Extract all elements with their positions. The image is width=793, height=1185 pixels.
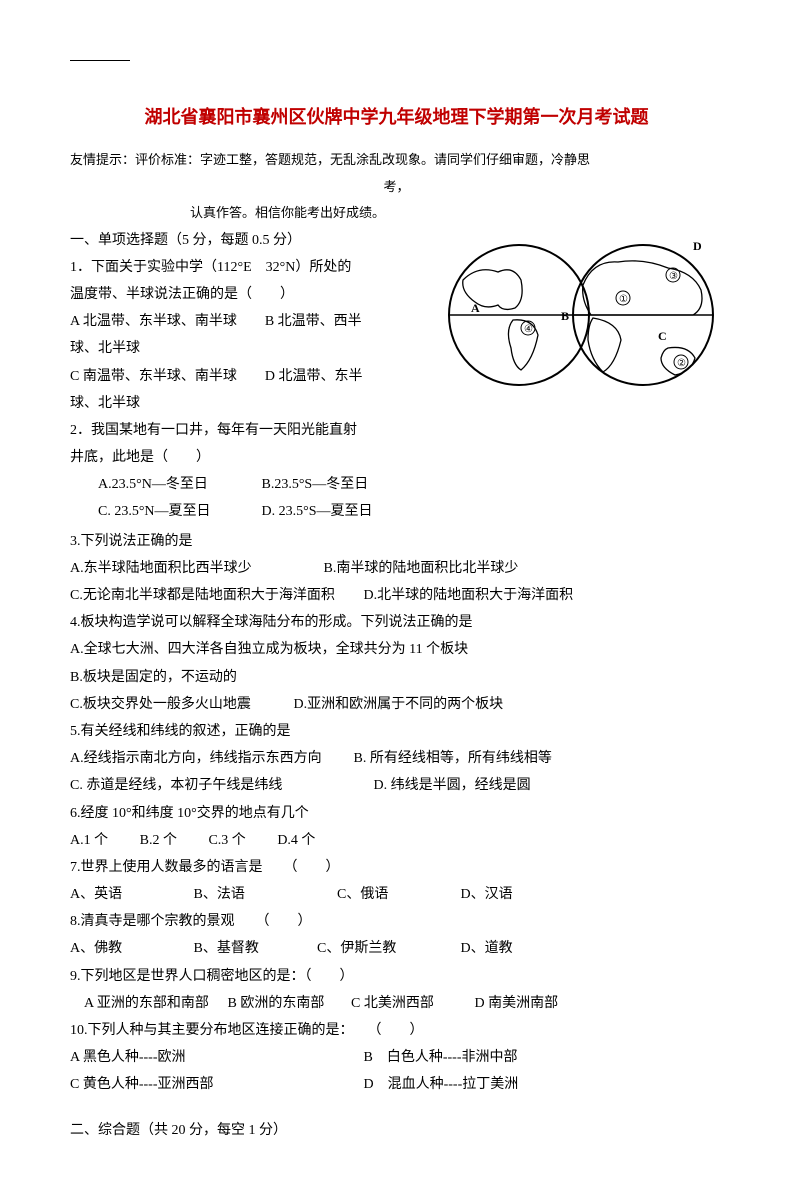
q3-opt-b: B.南半球的陆地面积比北半球少 bbox=[324, 561, 519, 576]
q8-opt-c: C、伊斯兰教 bbox=[317, 936, 457, 961]
map-label-1: ① bbox=[619, 294, 628, 305]
q4-opt-c: C.板块交界处一般多火山地震 bbox=[70, 692, 290, 717]
q2-opt-c: C. 23.5°N—夏至日 bbox=[98, 499, 258, 524]
q9-opt-d: D 南美洲南部 bbox=[475, 996, 559, 1011]
tip-line-2: 考， bbox=[70, 175, 723, 198]
q6-opt-a: A.1 个 bbox=[70, 828, 108, 853]
q10-opt-b: B 白色人种----非洲中部 bbox=[364, 1050, 518, 1065]
q2-opt-b: B.23.5°S—冬至日 bbox=[262, 477, 369, 492]
q2-opt-a: A.23.5°N—冬至日 bbox=[98, 472, 258, 497]
map-label-3: ③ bbox=[669, 271, 678, 282]
q2-opts-line1: A.23.5°N—冬至日 B.23.5°S—冬至日 bbox=[70, 472, 723, 497]
q8-opt-a: A、佛教 bbox=[70, 936, 190, 961]
map-label-d: D bbox=[693, 239, 702, 253]
q9-opt-c: C 北美洲西部 bbox=[351, 991, 471, 1016]
section-2-header: 二、综合题（共 20 分，每空 1 分） bbox=[70, 1118, 723, 1143]
q6-text: 6.经度 10°和纬度 10°交界的地点有几个 bbox=[70, 801, 723, 826]
q5-text: 5.有关经线和纬线的叙述，正确的是 bbox=[70, 719, 723, 744]
q4-opt-a: A.全球七大洲、四大洋各自独立成为板块，全球共分为 11 个板块 bbox=[70, 637, 723, 662]
q7-text: 7.世界上使用人数最多的语言是 （ ） bbox=[70, 855, 723, 880]
q5-opts-cd: C. 赤道是经线，本初子午线是纬线 D. 纬线是半圆，经线是圆 bbox=[70, 773, 723, 798]
q10-opt-a: A 黑色人种----欧洲 bbox=[70, 1045, 360, 1070]
map-label-a: A bbox=[471, 301, 480, 315]
q9-text: 9.下列地区是世界人口稠密地区的是：（ ） bbox=[70, 964, 723, 989]
q2-text-2: 井底，此地是（ ） bbox=[70, 445, 723, 470]
q10-opt-c: C 黄色人种----亚洲西部 bbox=[70, 1072, 360, 1097]
q10-opts-ab: A 黑色人种----欧洲 B 白色人种----非洲中部 bbox=[70, 1045, 723, 1070]
q8-opt-d: D、道教 bbox=[461, 941, 513, 956]
q4-opt-d: D.亚洲和欧洲属于不同的两个板块 bbox=[294, 697, 504, 712]
q4-text: 4.板块构造学说可以解释全球海陆分布的形成。下列说法正确的是 bbox=[70, 610, 723, 635]
q3-opt-c: C.无论南北半球都是陆地面积大于海洋面积 bbox=[70, 583, 360, 608]
map-label-4: ④ bbox=[524, 324, 533, 335]
top-rule bbox=[70, 60, 130, 61]
q6-opt-d: D.4 个 bbox=[277, 828, 315, 853]
q2-text-1: 2．我国某地有一口井，每年有一天阳光能直射 bbox=[70, 418, 723, 443]
question-block: A B C D ① ② ③ ④ 1．下面关于实验中学（112°E 32°N）所处… bbox=[70, 255, 723, 1098]
q6-opt-c: C.3 个 bbox=[208, 828, 245, 853]
q7-opt-c: C、俄语 bbox=[337, 882, 457, 907]
q9-opt-b: B 欧洲的东南部 bbox=[228, 991, 348, 1016]
q5-opt-a: A.经线指示南北方向，纬线指示东西方向 bbox=[70, 746, 350, 771]
q3-text: 3.下列说法正确的是 bbox=[70, 529, 723, 554]
q6-opts: A.1 个 B.2 个 C.3 个 D.4 个 bbox=[70, 828, 723, 853]
q7-opt-d: D、汉语 bbox=[461, 887, 513, 902]
q7-opts: A、英语 B、法语 C、俄语 D、汉语 bbox=[70, 882, 723, 907]
q5-opts-ab: A.经线指示南北方向，纬线指示东西方向 B. 所有经线相等，所有纬线相等 bbox=[70, 746, 723, 771]
q10-opt-d: D 混血人种----拉丁美洲 bbox=[364, 1077, 519, 1092]
q9-opt-a: A 亚洲的东部和南部 bbox=[84, 991, 224, 1016]
q8-opts: A、佛教 B、基督教 C、伊斯兰教 D、道教 bbox=[70, 936, 723, 961]
map-label-2: ② bbox=[677, 358, 686, 369]
world-map-figure: A B C D ① ② ③ ④ bbox=[443, 230, 723, 400]
q3-opts-line1: A.东半球陆地面积比西半球少 B.南半球的陆地面积比北半球少 bbox=[70, 556, 723, 581]
q2-opts-line2: C. 23.5°N—夏至日 D. 23.5°S—夏至日 bbox=[70, 499, 723, 524]
map-label-c: C bbox=[658, 329, 667, 343]
q2-opt-d: D. 23.5°S—夏至日 bbox=[262, 504, 373, 519]
q10-text: 10.下列人种与其主要分布地区连接正确的是： （ ） bbox=[70, 1018, 723, 1043]
exam-title: 湖北省襄阳市襄州区伙牌中学九年级地理下学期第一次月考试题 bbox=[70, 101, 723, 133]
q7-opt-b: B、法语 bbox=[194, 882, 334, 907]
q3-opt-d: D.北半球的陆地面积大于海洋面积 bbox=[364, 588, 574, 603]
map-label-b: B bbox=[561, 309, 569, 323]
tip-line-1: 友情提示：评价标准：字迹工整，答题规范，无乱涂乱改现象。请同学们仔细审题，冷静思 bbox=[70, 148, 723, 171]
q10-opts-cd: C 黄色人种----亚洲西部 D 混血人种----拉丁美洲 bbox=[70, 1072, 723, 1097]
q5-opt-c: C. 赤道是经线，本初子午线是纬线 bbox=[70, 773, 370, 798]
q3-opt-a: A.东半球陆地面积比西半球少 bbox=[70, 556, 320, 581]
q6-opt-b: B.2 个 bbox=[140, 828, 177, 853]
q3-opts-line2: C.无论南北半球都是陆地面积大于海洋面积 D.北半球的陆地面积大于海洋面积 bbox=[70, 583, 723, 608]
q4-opts-cd: C.板块交界处一般多火山地震 D.亚洲和欧洲属于不同的两个板块 bbox=[70, 692, 723, 717]
q7-opt-a: A、英语 bbox=[70, 882, 190, 907]
q5-opt-d: D. 纬线是半圆，经线是圆 bbox=[374, 778, 531, 793]
tip-line-3: 认真作答。相信你能考出好成绩。 bbox=[70, 201, 723, 224]
q9-opts: A 亚洲的东部和南部 B 欧洲的东南部 C 北美洲西部 D 南美洲南部 bbox=[70, 991, 723, 1016]
q5-opt-b: B. 所有经线相等，所有纬线相等 bbox=[354, 751, 552, 766]
q8-opt-b: B、基督教 bbox=[194, 936, 314, 961]
q4-opt-b: B.板块是固定的，不运动的 bbox=[70, 665, 723, 690]
q8-text: 8.清真寺是哪个宗教的景观 （ ） bbox=[70, 909, 723, 934]
